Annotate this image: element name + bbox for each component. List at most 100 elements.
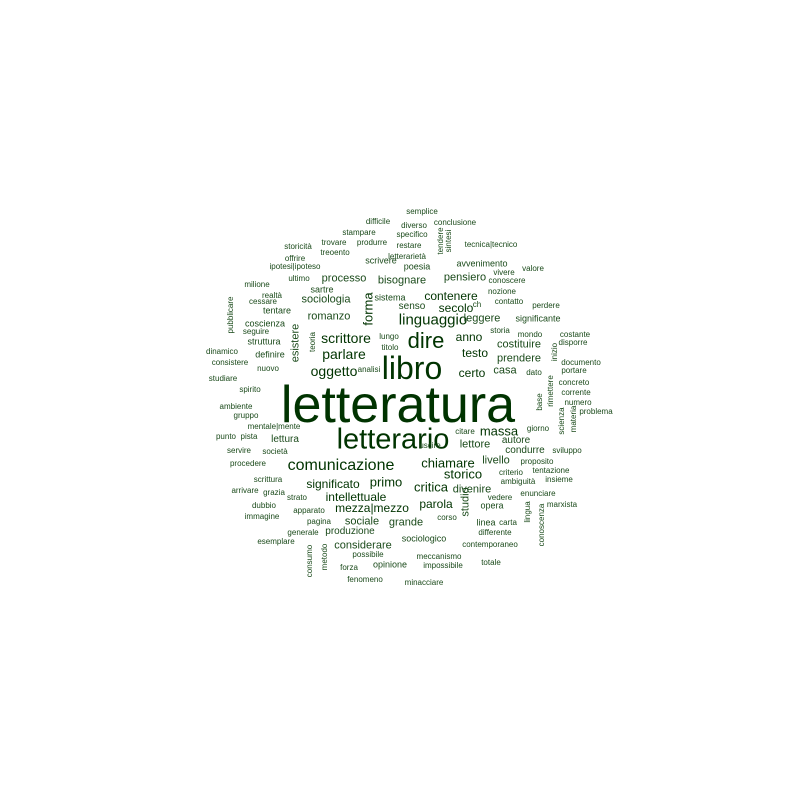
word-punto: punto <box>215 432 237 441</box>
word-forza: forza <box>340 563 358 572</box>
word-lettore: lettore <box>459 438 491 451</box>
word-definire: definire <box>255 349 285 360</box>
word-testo: testo <box>461 346 489 360</box>
word-perdere: perdere <box>532 301 560 310</box>
word-mondo: mondo <box>517 330 543 339</box>
word-lingua: lingua <box>523 501 532 523</box>
word-fenomeno: fenomeno <box>347 575 383 584</box>
word-consumo: consumo <box>305 544 314 578</box>
word-contemporaneo: contemporaneo <box>462 540 518 549</box>
word-costituire: costituire <box>496 338 542 351</box>
word-coscienza: coscienza <box>244 318 286 329</box>
word-difficile: difficile <box>365 217 391 226</box>
word-seguire: seguire <box>242 327 270 336</box>
word-citare: citare <box>455 427 475 436</box>
word-mentale-mente: mentale|mente <box>247 422 301 431</box>
word-specifico: specifico <box>396 230 428 239</box>
word-significato: significato <box>306 477 360 491</box>
word-leggere: leggere <box>463 312 501 325</box>
word-minacciare: minacciare <box>404 578 444 587</box>
word-dire: dire <box>407 328 445 353</box>
word-conclusione: conclusione <box>433 218 477 227</box>
word-concreto: concreto <box>558 378 590 387</box>
word-massa: massa <box>479 423 519 439</box>
word-grande: grande <box>388 516 424 529</box>
word-scrivere: scrivere <box>365 255 397 266</box>
word-letteratura: letteratura <box>280 376 516 434</box>
word-dinamico: dinamico <box>205 347 239 356</box>
word-ipotesi-ipoteso: ipotesi|ipoteso <box>269 262 321 271</box>
word-struttura: struttura <box>247 336 281 347</box>
word-dato: dato <box>526 368 542 377</box>
word-anno: anno <box>455 330 483 344</box>
word-strato: strato <box>286 493 308 502</box>
word-ambiente: ambiente <box>219 402 253 411</box>
word-corrente: corrente <box>561 388 591 397</box>
word-milione: milione <box>244 280 270 289</box>
word-sociale: sociale <box>344 515 380 528</box>
word-marxista: marxista <box>546 500 578 509</box>
word-dubbio: dubbio <box>251 501 277 510</box>
word-oggetto: oggetto <box>310 363 358 379</box>
word-conoscenza: conoscenza <box>537 503 546 547</box>
word-livello: livello <box>482 454 510 467</box>
word-primo: primo <box>369 474 403 490</box>
word-diverso: diverso <box>401 221 427 230</box>
word-problema: problema <box>579 407 613 416</box>
word-critica: critica <box>414 479 448 495</box>
word-lettura: lettura <box>271 434 299 445</box>
word-esemplare: esemplare <box>257 537 295 546</box>
word-impossibile: impossibile <box>423 561 463 570</box>
word-base: base <box>535 393 544 411</box>
word-generale: generale <box>287 528 319 537</box>
word-considerare: considerare <box>334 539 392 552</box>
word-realtà: realtà <box>261 291 283 300</box>
word-portare: portare <box>561 366 587 375</box>
word-poesia: poesia <box>403 261 431 272</box>
word-casa: casa <box>493 364 517 377</box>
word-produrre: produrre <box>356 238 388 247</box>
word-titolo: titolo <box>381 343 399 352</box>
word-sistema: sistema <box>374 292 406 303</box>
word-nuovo: nuovo <box>257 364 279 373</box>
word-storia: storia <box>490 326 510 335</box>
word-parola: parola <box>419 497 453 511</box>
word-rimettere: rimettere <box>546 375 555 407</box>
word-divenire: divenire <box>452 483 492 496</box>
word-ch: ch <box>472 300 482 309</box>
word-valore: valore <box>522 264 544 273</box>
word-linguaggio: linguaggio <box>398 311 468 329</box>
word-possibile: possibile <box>352 550 384 559</box>
word-corso: corso <box>437 513 457 522</box>
word-vivere: vivere <box>493 268 515 277</box>
word-restare: restare <box>396 241 422 250</box>
word-giorno: giorno <box>526 424 550 433</box>
word-pagina: pagina <box>306 517 332 526</box>
word-mezza-mezzo: mezza|mezzo <box>335 501 409 515</box>
word-letterario: letterario <box>336 423 450 456</box>
word-criterio: criterio <box>498 468 524 477</box>
word-società: società <box>262 447 288 456</box>
word-scrittore: scrittore <box>321 330 371 346</box>
word-tentazione: tentazione <box>532 466 570 475</box>
word-ultimo: ultimo <box>288 274 310 283</box>
word-disporre: disporre <box>558 338 588 347</box>
word-opera: opera <box>480 500 504 511</box>
word-bisognare: bisognare <box>377 274 427 287</box>
word-sociologico: sociologico <box>401 533 447 544</box>
word-chiamare: chiamare <box>421 455 475 471</box>
word-secolo: secolo <box>438 301 474 315</box>
word-metodo: metodo <box>320 543 329 571</box>
word-scienza: scienza <box>557 407 566 435</box>
word-consistere: consistere <box>211 358 249 367</box>
word-analisi: analisi <box>357 365 381 374</box>
word-servire: servire <box>226 446 252 455</box>
word-comunicazione: comunicazione <box>287 457 395 474</box>
word-proposito: proposito <box>520 457 554 466</box>
word-significante: significante <box>515 313 561 324</box>
word-grazia: grazia <box>263 488 285 497</box>
word-stampare: stampare <box>342 228 376 237</box>
word-gruppo: gruppo <box>233 411 259 420</box>
word-sintesi: sintesi <box>444 229 453 253</box>
word-contatto: contatto <box>494 297 524 306</box>
